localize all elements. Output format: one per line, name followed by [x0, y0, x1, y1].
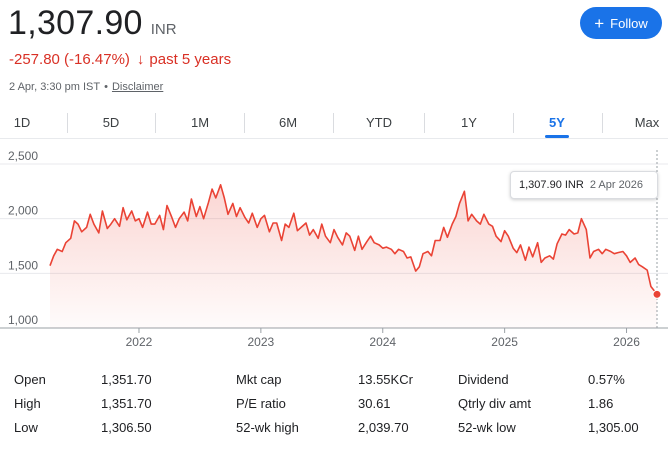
arrow-down-icon: ↓	[136, 51, 145, 68]
tab-separator	[602, 113, 603, 133]
x-tick-label: 2022	[126, 335, 153, 349]
tab-1m[interactable]: 1M	[190, 115, 210, 130]
active-tab-indicator	[545, 135, 569, 138]
tab-6m[interactable]: 6M	[278, 115, 298, 130]
price-chart[interactable]: 2,500 2,000 1,500 1,000 2022 2023 2024 2025 2026	[0, 150, 668, 360]
x-tick-label: 2023	[248, 335, 275, 349]
price-line	[49, 184, 658, 295]
disclaimer-link[interactable]: Disclaimer	[111, 81, 164, 93]
tab-separator	[244, 113, 245, 133]
price-header: 1,307.90 INR	[8, 4, 177, 43]
price-change: -257.80 (-16.47%) ↓ past 5 years	[9, 51, 231, 68]
x-tick-label: 2026	[613, 335, 640, 349]
chart-axes: 2,500 2,000 1,500 1,000 2022 2023 2024 2025 2026	[8, 150, 640, 349]
quote-timestamp: 2 Apr, 3:30 pm IST	[9, 81, 101, 93]
y-tick-label: 2,500	[8, 150, 38, 163]
stat-high-value: 1,351.70	[101, 396, 152, 411]
range-tabs: 1D 5D 1M 6M YTD 1Y 5Y Max	[0, 111, 668, 139]
tab-5d[interactable]: 5D	[102, 115, 120, 130]
stat-open-value: 1,351.70	[101, 372, 152, 387]
last-price-point	[652, 289, 662, 299]
tooltip-date: 2 Apr 2026	[589, 179, 644, 191]
stat-pe-label: P/E ratio	[236, 396, 286, 411]
tab-separator	[67, 113, 68, 133]
tab-1d[interactable]: 1D	[13, 115, 31, 130]
stat-mktcap-label: Mkt cap	[236, 372, 282, 387]
price-area	[50, 184, 657, 328]
stat-low-value: 1,306.50	[101, 420, 152, 435]
tooltip-value: 1,307.90 INR	[519, 179, 584, 191]
y-tick-label: 1,500	[8, 258, 38, 272]
meta-separator: •	[104, 81, 108, 93]
y-tick-label: 2,000	[8, 204, 38, 218]
stat-dividend-value: 0.57%	[588, 372, 625, 387]
tab-ytd[interactable]: YTD	[366, 115, 392, 130]
stat-52wk-low-value: 1,305.00	[588, 420, 639, 435]
tab-1y[interactable]: 1Y	[461, 115, 477, 130]
change-period: past 5 years	[149, 51, 232, 68]
tab-separator	[513, 113, 514, 133]
stat-qtrly-div-label: Qtrly div amt	[458, 396, 531, 411]
tab-max[interactable]: Max	[634, 115, 660, 130]
follow-button[interactable]: + Follow	[580, 7, 662, 39]
change-value: -257.80 (-16.47%)	[9, 51, 130, 68]
tab-separator	[155, 113, 156, 133]
y-tick-label: 1,000	[8, 313, 38, 327]
current-price: 1,307.90	[8, 4, 143, 42]
stat-52wk-low-label: 52-wk low	[458, 420, 516, 435]
x-tick-label: 2024	[369, 335, 396, 349]
tab-5y[interactable]: 5Y	[549, 115, 565, 130]
x-tick-label: 2025	[491, 335, 518, 349]
stat-dividend-label: Dividend	[458, 372, 509, 387]
stat-high-label: High	[14, 396, 41, 411]
chart-tooltip: 1,307.90 INR 2 Apr 2026	[510, 171, 658, 199]
tabs-divider	[0, 138, 668, 139]
stat-52wk-high-label: 52-wk high	[236, 420, 299, 435]
tab-separator	[424, 113, 425, 133]
plus-icon: +	[594, 13, 605, 33]
stat-low-label: Low	[14, 420, 38, 435]
quote-meta: 2 Apr, 3:30 pm IST • Disclaimer	[9, 81, 163, 93]
tab-separator	[333, 113, 334, 133]
stat-pe-value: 30.61	[358, 396, 391, 411]
stat-qtrly-div-value: 1.86	[588, 396, 614, 411]
stat-open-label: Open	[14, 372, 46, 387]
currency-code: INR	[150, 21, 177, 38]
stat-mktcap-value: 13.55KCr	[358, 372, 413, 387]
follow-label: Follow	[610, 15, 648, 31]
stat-52wk-high-value: 2,039.70	[358, 420, 409, 435]
